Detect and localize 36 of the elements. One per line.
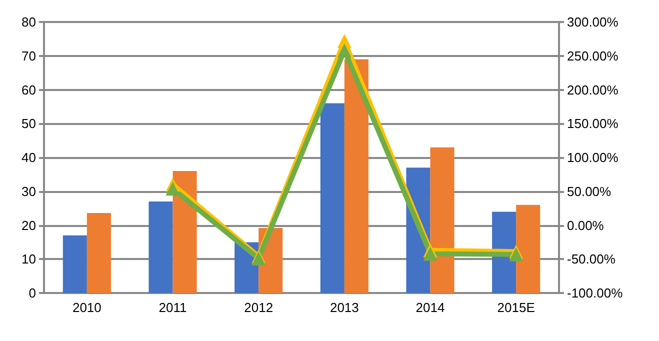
y2-tick-label: 150.00% — [567, 116, 619, 132]
bar — [86, 213, 111, 293]
point — [423, 246, 438, 261]
y-tick-label: 40 — [22, 150, 36, 165]
y-tick-label: 80 — [22, 14, 36, 30]
y-tick-label: 0 — [28, 286, 36, 300]
y-tick-label: 70 — [22, 48, 36, 64]
bar — [344, 59, 368, 293]
x-tick-label: 2013 — [330, 300, 359, 315]
x-tick-label: 2010 — [72, 300, 102, 315]
y2-tick-label: 100.00% — [567, 150, 619, 165]
y2-tick-label: -100.00% — [567, 286, 624, 300]
y2-tick-label: 0.00% — [567, 218, 604, 233]
y2-tick-label: 50.00% — [567, 184, 612, 199]
point — [166, 182, 180, 196]
point — [509, 247, 524, 262]
x-tick-label: 2011 — [158, 300, 187, 315]
y-tick-label: 10 — [22, 252, 36, 267]
y2-tick-label: 200.00% — [567, 82, 619, 98]
x-tick-label: 2015E — [497, 300, 536, 315]
bar — [320, 103, 344, 293]
point — [337, 43, 352, 58]
x-tick-label: 2014 — [416, 300, 445, 315]
y-tick-label: 60 — [22, 82, 36, 98]
y-tick-label: 20 — [22, 218, 36, 233]
bar — [516, 204, 540, 293]
bar — [62, 235, 87, 293]
bar — [148, 202, 173, 293]
y2-tick-label: 250.00% — [567, 48, 619, 64]
y-tick-label: 30 — [22, 184, 36, 199]
bar — [430, 147, 454, 293]
y2-tick-label: 300.00% — [567, 14, 619, 30]
bar — [172, 171, 197, 293]
x-tick-label: 2012 — [244, 300, 274, 315]
y2-tick-label: -50.00% — [567, 252, 616, 267]
y-tick-label: 50 — [22, 116, 36, 132]
